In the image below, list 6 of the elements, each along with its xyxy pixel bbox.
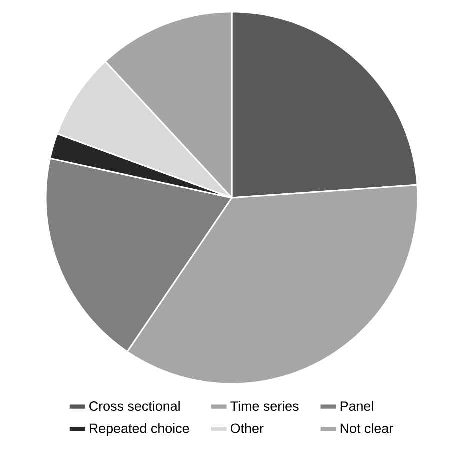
legend-label: Cross sectional xyxy=(90,401,180,412)
legend-label: Not clear xyxy=(340,423,394,434)
legend-label: Panel xyxy=(340,401,374,412)
legend-label: Repeated choice xyxy=(90,423,190,436)
legend-label: Other xyxy=(230,423,264,434)
legend-label: Time series xyxy=(230,401,299,412)
